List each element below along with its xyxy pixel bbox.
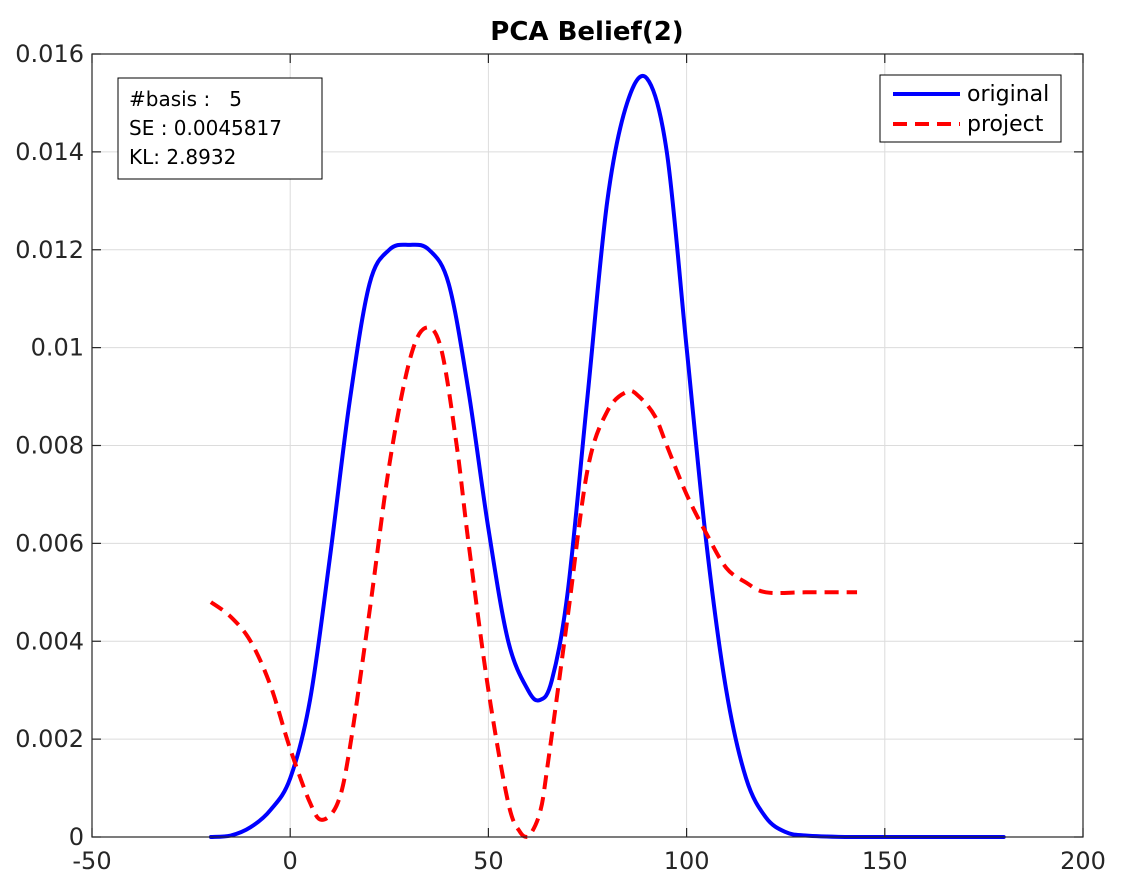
y-tick-label: 0.006 (15, 529, 84, 557)
annotation-box: #basis : 5 SE : 0.0045817 KL: 2.8932 (117, 77, 323, 180)
plot-series (208, 74, 1006, 839)
y-tick-label: 0.004 (15, 627, 84, 655)
y-tick-label: 0.002 (15, 725, 84, 753)
axes: -50 0 50 100 150 20000.0020.0040.0060.0080.01… (15, 40, 1106, 875)
x-tick-label: 50 (473, 847, 504, 875)
series-line-project (209, 325, 858, 839)
legend-frame (879, 74, 1062, 143)
annotation-line: #basis : 5 (129, 87, 242, 111)
legend: original project (879, 74, 1062, 143)
annotation-line: SE : 0.0045817 (129, 116, 282, 140)
legend-label-project: project (967, 112, 1044, 137)
annotation-frame (117, 77, 323, 180)
y-tick-label: 0.008 (15, 432, 84, 460)
x-tick-label: 200 (1060, 847, 1106, 875)
x-tick-label: 0 (283, 847, 298, 875)
x-tick-label: -50 (72, 847, 111, 875)
y-tick-label: 0.016 (15, 40, 84, 68)
y-tick-label: 0.01 (31, 334, 84, 362)
x-tick-label: 150 (862, 847, 908, 875)
chart-title: PCA Belief(2) (490, 17, 683, 47)
y-tick-label: 0.014 (15, 138, 84, 166)
y-tick-label: 0 (69, 823, 84, 851)
series-line-original (208, 74, 1006, 839)
legend-label-original: original (967, 82, 1049, 107)
y-tick-label: 0.012 (15, 236, 84, 264)
x-tick-label: 100 (664, 847, 710, 875)
annotation-line: KL: 2.8932 (129, 145, 236, 169)
